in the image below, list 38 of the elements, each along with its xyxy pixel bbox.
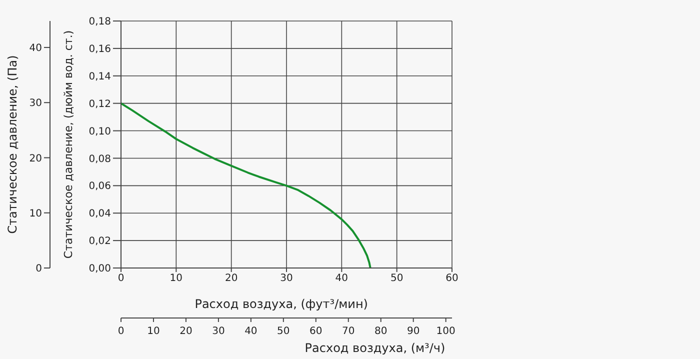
x2-tick-label: 0 (118, 326, 124, 337)
y-tick-label: 0,02 (88, 236, 111, 248)
y-tick-label: 0,00 (88, 264, 111, 275)
x2-tick-label: 80 (374, 326, 388, 337)
y-tick-label: 0,08 (88, 154, 111, 165)
line-series (121, 102, 372, 268)
y-tick-label: 0,16 (88, 44, 111, 55)
y2-tick-label: 40 (29, 43, 42, 54)
x2-tick-label: 30 (212, 326, 225, 337)
x-tick-label: 50 (390, 273, 404, 284)
x2-tick-label: 100 (436, 326, 456, 337)
y-tick-label: 0,14 (88, 71, 111, 82)
x-tick-label: 0 (118, 273, 124, 284)
x2-tick-label: 60 (310, 326, 322, 337)
y2-axis-title: Статическое давление, (Па) (5, 55, 20, 234)
y2-tick-label: 0 (36, 264, 42, 275)
y-tick-label: 0,18 (88, 16, 111, 28)
x-tick-label: 40 (335, 273, 348, 284)
x-tick-label: 10 (170, 273, 183, 284)
y-axis-title: Статическое давление, (дюйм вод. ст.) (62, 30, 75, 259)
x-tick-label: 60 (446, 273, 458, 284)
x2-tick-label: 70 (342, 326, 355, 337)
y2-tick-label: 10 (29, 208, 42, 220)
y-tick-label: 0,04 (88, 208, 111, 220)
x-axis-title: Расход воздуха, (фут³/мин) (194, 297, 368, 311)
y2-tick-label: 20 (29, 153, 42, 164)
y2-tick-label: 30 (29, 98, 42, 110)
x2-tick-label: 50 (277, 326, 290, 337)
y-tick-label: 0,10 (88, 126, 111, 138)
x2-axis-title: Расход воздуха, (м³/ч) (304, 341, 446, 355)
x2-tick-label: 20 (180, 326, 192, 337)
y-tick-label: 0,06 (88, 181, 111, 192)
x-tick-label: 30 (280, 273, 293, 284)
x2-tick-label: 90 (406, 326, 420, 337)
x-tick-label: 20 (224, 273, 238, 284)
x2-tick-label: 40 (244, 326, 258, 337)
y-tick-label: 0,12 (88, 98, 111, 110)
x2-tick-label: 10 (147, 326, 160, 337)
